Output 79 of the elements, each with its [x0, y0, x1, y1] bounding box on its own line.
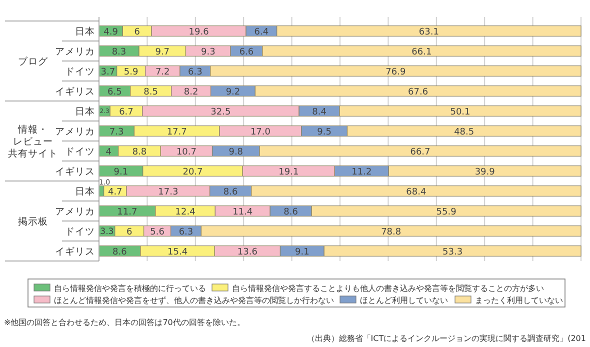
- data-label: 15.4: [168, 247, 188, 258]
- legend-label: 自ら情報発信や発言することよりも他人の書き込みや発言等を閲覧することの方が多い: [232, 283, 544, 293]
- data-label: 13.6: [237, 247, 258, 258]
- data-label: 11.2: [352, 167, 372, 178]
- data-label: 4.9: [104, 27, 118, 38]
- data-label: 8.3: [112, 47, 126, 58]
- legend-label: まったく利用していない: [475, 295, 563, 305]
- text: ブログ: [18, 56, 49, 68]
- text: （出典）総務省「ICTによるインクルージョンの実現に関する調査研究」(201: [306, 334, 586, 343]
- data-label: 6.5: [108, 87, 122, 98]
- data-label: 7.2: [155, 67, 170, 78]
- y-tick-label: アメリカ: [55, 206, 95, 218]
- data-label: 6.3: [188, 67, 202, 78]
- data-label: 9.3: [201, 47, 216, 58]
- data-label: 9.1: [295, 247, 310, 258]
- data-label: 8.5: [144, 87, 158, 98]
- y-tick-label: ドイツ: [65, 226, 95, 238]
- data-label: 17.3: [158, 187, 178, 198]
- data-label: 6.7: [119, 107, 134, 118]
- data-label: 4.7: [108, 187, 122, 198]
- y-tick-label: 日本: [75, 186, 95, 198]
- data-label: 9.2: [226, 87, 240, 98]
- data-label: 9.1: [114, 167, 128, 178]
- y-tick-label: イギリス: [55, 86, 95, 98]
- data-label: 20.7: [182, 167, 203, 178]
- data-label: 19.6: [188, 27, 210, 38]
- y-tick-label: ドイツ: [65, 146, 95, 158]
- data-label: 9.8: [228, 147, 244, 158]
- data-label: 19.1: [278, 167, 299, 178]
- text: 掲示板: [18, 216, 48, 228]
- data-label: 48.5: [454, 127, 474, 138]
- data-label: 12.4: [175, 207, 196, 218]
- legend-label: 自ら情報発信や発言を積極的に行っている: [54, 283, 206, 293]
- data-label: 8.6: [223, 187, 238, 198]
- data-label: 5.9: [124, 67, 138, 78]
- data-label: 50.1: [450, 107, 470, 118]
- data-label: 8.8: [132, 147, 147, 158]
- data-label: 10.7: [176, 147, 197, 158]
- data-label: 78.8: [381, 227, 402, 238]
- data-label: 63.1: [418, 27, 439, 38]
- data-label: 8.6: [284, 207, 298, 218]
- data-label: 76.9: [386, 67, 406, 78]
- data-label: 8.6: [112, 247, 128, 258]
- data-label: 6.4: [254, 27, 269, 38]
- data-label: 9.5: [317, 127, 332, 138]
- legend-label: ほとんど利用していない: [360, 295, 448, 305]
- data-label: 6: [134, 27, 140, 38]
- data-label: 55.9: [436, 207, 457, 218]
- y-tick-label: イギリス: [55, 166, 95, 178]
- data-label: 66.7: [410, 147, 430, 158]
- text: ※他国の回答と合わせるため、日本の回答は70代の回答を除いた。: [4, 318, 245, 327]
- legend-label: ほとんど情報発信や発言をせず、他人の書き込みや発言等の閲覧しか行わない: [54, 295, 334, 305]
- y-tick-label: ドイツ: [65, 66, 95, 78]
- data-label: 6.6: [239, 47, 254, 58]
- y-tick-label: 日本: [75, 26, 95, 38]
- data-label: 4: [106, 147, 112, 158]
- data-label: 11.7: [117, 207, 138, 218]
- data-label: 66.1: [412, 47, 432, 58]
- data-label: 17.7: [166, 127, 187, 138]
- data-label: 8.2: [184, 87, 198, 98]
- data-label: 6: [126, 227, 132, 238]
- data-label: 39.9: [474, 167, 496, 178]
- data-label: 67.6: [408, 87, 428, 98]
- data-label: 3.7: [100, 67, 116, 78]
- y-tick-label: アメリカ: [55, 126, 95, 138]
- data-label: 68.4: [406, 187, 426, 198]
- data-label: 6.3: [178, 227, 194, 238]
- y-tick-label: イギリス: [55, 246, 95, 258]
- data-label: 17.0: [250, 127, 271, 138]
- data-label: 3.3: [100, 227, 114, 238]
- data-label: 53.3: [442, 247, 463, 258]
- y-tick-label: アメリカ: [55, 46, 95, 58]
- data-label: 7.3: [109, 127, 124, 138]
- data-label: 5.6: [150, 227, 165, 238]
- data-label: 8.4: [312, 107, 327, 118]
- data-label: 32.5: [210, 107, 231, 118]
- data-label: 11.4: [232, 207, 253, 218]
- data-label: 9.7: [155, 47, 170, 58]
- y-tick-label: 日本: [75, 106, 95, 118]
